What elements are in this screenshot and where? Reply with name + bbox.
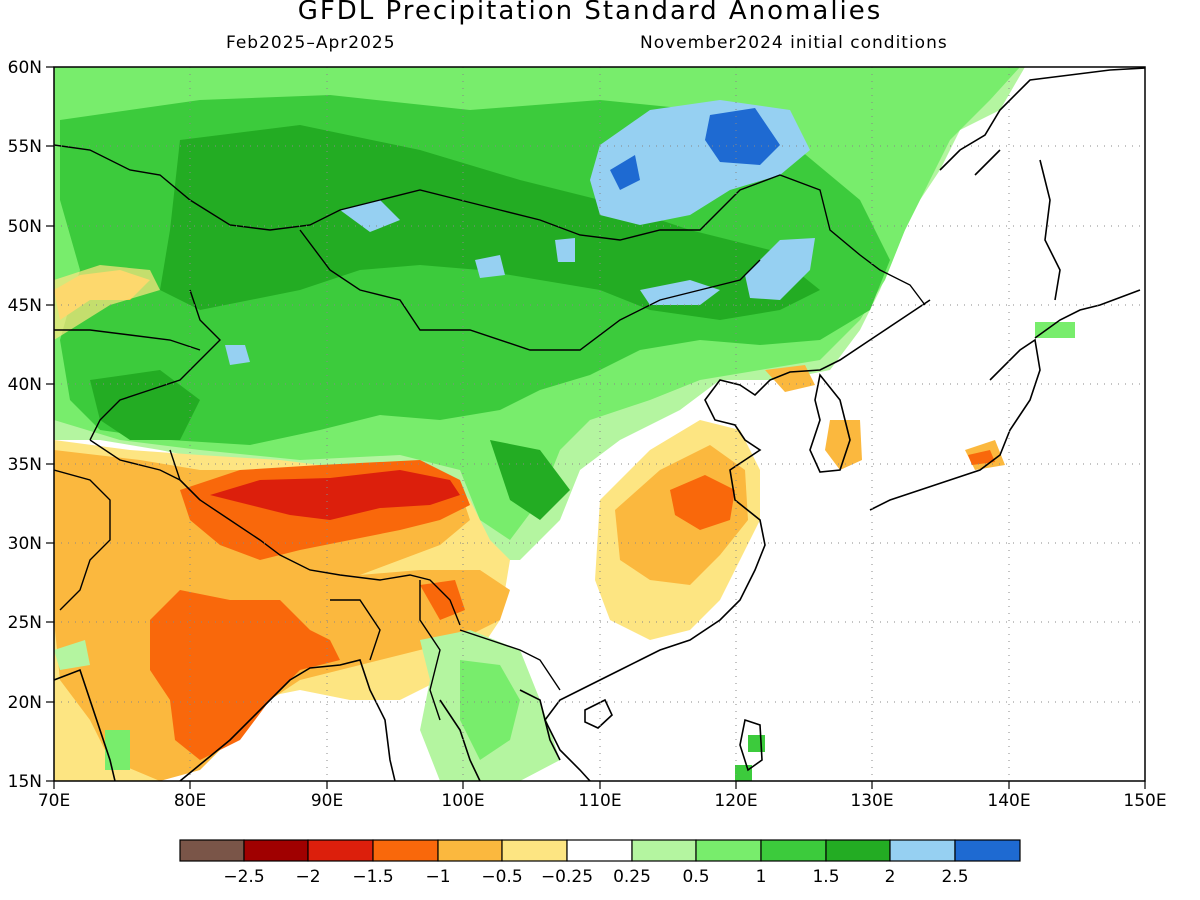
lat-label: 15N	[8, 772, 42, 792]
colorbar-label: −2.5	[223, 867, 264, 887]
colorbar-swatch	[437, 839, 503, 862]
lon-label: 130E	[850, 791, 893, 811]
green-belt-darkest	[160, 125, 820, 320]
lat-label: 40N	[8, 375, 42, 395]
colorbar-swatch	[954, 839, 1021, 862]
colorbar-swatch	[372, 839, 439, 862]
borders	[54, 144, 926, 721]
colorbar-swatch	[825, 839, 891, 862]
graticule	[54, 67, 1145, 781]
lat-label: 25N	[8, 613, 42, 633]
lon-label: 70E	[38, 791, 70, 811]
lat-label: 30N	[8, 534, 42, 554]
colorbar-label: −0.25	[541, 867, 593, 887]
lat-labels: 60N 55N 50N 45N 40N 35N 30N 25N 20N 15N	[8, 58, 42, 792]
colorbar-label: −1	[425, 867, 450, 887]
colorbar-label: −0.5	[481, 867, 522, 887]
lat-label: 20N	[8, 693, 42, 713]
coastlines	[54, 67, 1145, 781]
colorbar-swatch	[695, 839, 762, 862]
tick-marks	[46, 66, 1146, 789]
lon-label: 110E	[578, 791, 621, 811]
colorbar-label: 2	[885, 867, 896, 887]
lat-label: 35N	[8, 455, 42, 475]
colorbar-label: 0.25	[613, 867, 651, 887]
page-title: GFDL Precipitation Standard Anomalies	[297, 0, 883, 26]
lon-label: 150E	[1123, 791, 1166, 811]
colorbar-swatch	[566, 839, 633, 862]
colorbar-label: −1.5	[352, 867, 393, 887]
lon-labels: 70E 80E 90E 100E 110E 120E 130E 140E 150…	[38, 791, 1167, 811]
colorbar-label: −2	[295, 867, 320, 887]
colorbar-swatch	[501, 839, 568, 862]
blue-patch-deep	[705, 108, 780, 165]
lat-label: 60N	[8, 58, 42, 78]
colorbar-swatch	[760, 839, 827, 862]
colorbar-label: 0.5	[682, 867, 709, 887]
anomaly-field	[54, 67, 1145, 781]
blue-patch-manchuria	[745, 238, 815, 300]
lon-label: 140E	[987, 791, 1030, 811]
lon-label: 80E	[174, 791, 206, 811]
colorbar-labels: −2.5 −2 −1.5 −1 −0.5 −0.25 0.25 0.5 1 1.…	[223, 867, 968, 887]
forecast-period: Feb2025–Apr2025	[226, 33, 396, 53]
lon-label: 100E	[441, 791, 484, 811]
colorbar-label: 1.5	[812, 867, 839, 887]
initial-conditions: November2024 initial conditions	[640, 33, 948, 53]
lat-label: 55N	[8, 137, 42, 157]
colorbar-label: 1	[756, 867, 767, 887]
lat-label: 45N	[8, 296, 42, 316]
colorbar-label: 2.5	[941, 867, 968, 887]
lon-label: 90E	[311, 791, 343, 811]
colorbar-swatch	[307, 839, 374, 862]
lon-label: 120E	[714, 791, 757, 811]
colorbar	[179, 839, 1021, 862]
colorbar-swatch	[631, 839, 697, 862]
lat-label: 50N	[8, 217, 42, 237]
colorbar-swatch	[243, 839, 309, 862]
colorbar-swatch	[889, 839, 956, 862]
colorbar-swatch	[179, 839, 245, 862]
